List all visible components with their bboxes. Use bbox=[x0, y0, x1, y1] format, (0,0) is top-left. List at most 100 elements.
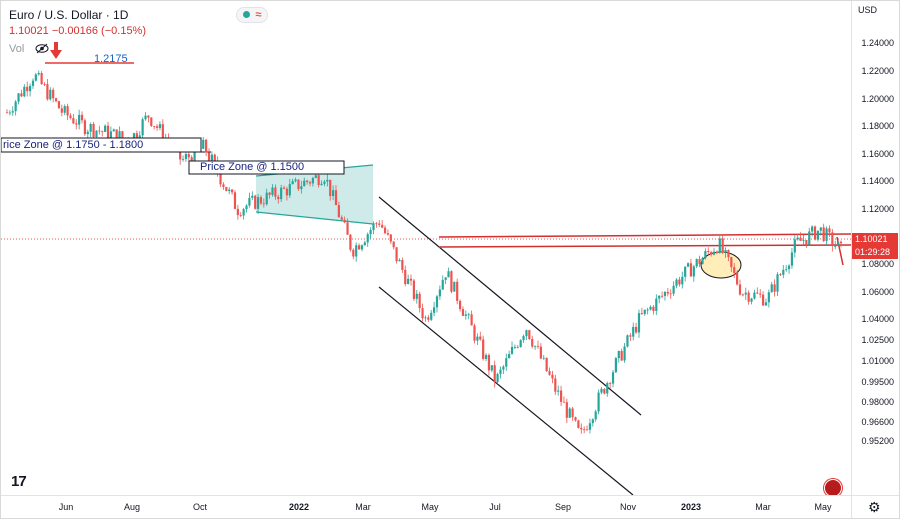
channel-lower-line bbox=[378, 286, 634, 495]
price-tick: 1.06000 bbox=[861, 286, 894, 297]
candle-body bbox=[611, 372, 615, 384]
candle-body bbox=[75, 123, 78, 125]
chart-plot-area[interactable]: Euro / U.S. Dollar · 1D ≈ 1.10021 −0.001… bbox=[1, 1, 851, 495]
gear-icon[interactable]: ⚙ bbox=[868, 499, 881, 515]
market-status-pill[interactable]: ≈ bbox=[236, 6, 269, 23]
candle-body bbox=[418, 293, 421, 309]
candle-body bbox=[704, 251, 707, 259]
candle-body bbox=[20, 93, 23, 97]
price-tick: 1.16000 bbox=[861, 148, 894, 159]
price-tick: 0.95200 bbox=[861, 435, 894, 446]
waves-icon: ≈ bbox=[255, 8, 262, 21]
volume-label[interactable]: Vol bbox=[9, 43, 25, 55]
candle-body bbox=[782, 269, 785, 275]
candle-body bbox=[785, 269, 788, 270]
candle-body bbox=[181, 159, 185, 160]
tradingview-logo[interactable]: 17 bbox=[11, 473, 27, 490]
candle-body bbox=[271, 187, 274, 195]
candle-body bbox=[101, 131, 104, 133]
candle-body bbox=[378, 223, 381, 225]
candle-body bbox=[557, 390, 560, 392]
candle-body bbox=[594, 411, 597, 420]
candle-body bbox=[43, 84, 46, 85]
settings-corner[interactable]: ⚙ bbox=[851, 495, 899, 518]
price-axis[interactable]: USD 1.24000 1.22000 1.20000 1.18000 1.16000 1… bbox=[851, 1, 899, 495]
candle-body bbox=[395, 247, 398, 262]
candle-body bbox=[467, 314, 470, 316]
candle-body bbox=[591, 419, 594, 424]
candle-body bbox=[675, 279, 678, 286]
candle-body bbox=[153, 125, 156, 127]
candle-body bbox=[536, 345, 540, 347]
candle-body bbox=[355, 245, 358, 257]
candle-body bbox=[562, 401, 566, 403]
candle-body bbox=[184, 154, 188, 160]
candle-body bbox=[712, 251, 716, 255]
candle-body bbox=[63, 106, 66, 113]
price-tick: 1.12000 bbox=[861, 204, 894, 214]
candle-body bbox=[565, 402, 568, 418]
candle-body bbox=[635, 326, 638, 333]
us-flag-icon[interactable] bbox=[824, 479, 842, 495]
time-label: Sep bbox=[554, 502, 572, 512]
candle-body bbox=[187, 154, 190, 158]
candle-body bbox=[34, 74, 37, 81]
time-label: Jul bbox=[489, 502, 501, 512]
candle-body bbox=[666, 291, 669, 294]
candle-body bbox=[349, 234, 352, 250]
candle-body bbox=[744, 292, 747, 295]
hide-eye-icon[interactable] bbox=[35, 43, 49, 54]
candle-body bbox=[352, 249, 355, 257]
candle-body bbox=[669, 293, 672, 295]
candle-body bbox=[539, 346, 542, 359]
candle-body bbox=[837, 241, 840, 246]
candle-body bbox=[542, 357, 545, 359]
resistance-line-2 bbox=[438, 244, 851, 248]
candle-body bbox=[98, 130, 101, 132]
candle-body bbox=[715, 251, 719, 253]
candle-body bbox=[242, 209, 245, 216]
candle-body bbox=[707, 251, 710, 253]
candle-body bbox=[577, 420, 580, 428]
candle-body bbox=[813, 226, 817, 240]
candle-body bbox=[456, 281, 459, 301]
time-label: 2022 bbox=[288, 502, 310, 512]
candle-body bbox=[828, 228, 831, 233]
price-tick: 1.22000 bbox=[861, 66, 894, 76]
candle-body bbox=[285, 188, 289, 196]
price-tick: 0.96600 bbox=[861, 416, 894, 427]
candle-body bbox=[727, 249, 730, 258]
candle-body bbox=[202, 139, 205, 149]
candle-body bbox=[109, 131, 112, 139]
candle-body bbox=[770, 284, 773, 293]
candle-body bbox=[69, 115, 72, 119]
candle-body bbox=[551, 374, 554, 379]
candle-body bbox=[49, 89, 52, 100]
zone2-box bbox=[188, 160, 345, 175]
candle-body bbox=[585, 429, 589, 431]
candle-body bbox=[89, 124, 92, 132]
time-label: 2023 bbox=[680, 502, 702, 512]
time-axis[interactable]: Jun Aug Oct 2022 Mar May Jul Sep Nov 2023 Mar May bbox=[1, 495, 851, 518]
candle-body bbox=[447, 271, 450, 278]
candle-body bbox=[487, 355, 491, 371]
chart-svg[interactable] bbox=[1, 1, 851, 495]
candle-body bbox=[741, 294, 744, 296]
symbol-title[interactable]: Euro / U.S. Dollar · 1D bbox=[9, 7, 129, 22]
candle-body bbox=[236, 208, 239, 216]
candle-body bbox=[381, 224, 384, 228]
zone1-box bbox=[1, 137, 202, 153]
candle-body bbox=[86, 131, 89, 135]
candle-body bbox=[805, 240, 808, 245]
candle-body bbox=[412, 280, 415, 299]
symbol-legend[interactable]: Euro / U.S. Dollar · 1D ≈ bbox=[9, 6, 269, 24]
candle-body bbox=[343, 219, 346, 223]
candle-body bbox=[14, 101, 17, 112]
candle-body bbox=[392, 241, 395, 248]
candle-body bbox=[672, 285, 675, 294]
candle-body bbox=[655, 298, 658, 311]
candle-body bbox=[303, 180, 306, 187]
candle-body bbox=[26, 86, 29, 92]
currency-selector[interactable]: USD bbox=[858, 5, 878, 15]
candle-body bbox=[724, 249, 727, 253]
